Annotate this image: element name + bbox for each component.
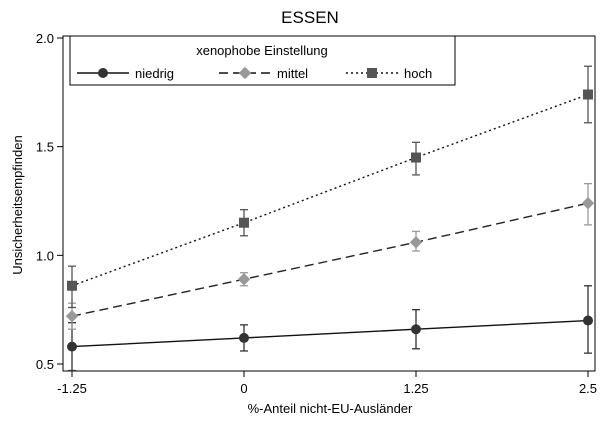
chart-title: ESSEN [281, 8, 339, 27]
y-axis: 0.5 1.0 1.5 2.0 [36, 31, 63, 372]
legend-title: xenophobe Einstellung [196, 43, 328, 58]
data-point [411, 152, 421, 163]
series-hoch [67, 65, 593, 309]
x-tick-label: 0 [240, 381, 247, 396]
series-line [71, 93, 589, 287]
x-axis-title: %-Anteil nicht-EU-Ausländer [248, 401, 413, 416]
y-tick-label: 0.5 [36, 357, 54, 372]
y-tick-label: 1.0 [36, 248, 54, 263]
x-tick-label: 1.25 [403, 381, 428, 396]
y-axis-title: Unsicherheitsempfinden [10, 135, 25, 274]
legend-entry-niedrig: niedrig [77, 66, 174, 81]
data-point [239, 217, 249, 228]
legend-entry-mittel: mittel [219, 66, 308, 81]
legend-marker [238, 66, 252, 80]
series-niedrig [67, 285, 593, 372]
legend-label: mittel [277, 66, 308, 81]
data-point [583, 89, 593, 100]
legend-label: hoch [404, 66, 432, 81]
data-point [411, 324, 421, 335]
legend-box [69, 35, 456, 86]
data-point [67, 341, 77, 352]
y-tick-label: 1.5 [36, 140, 54, 155]
legend-marker [98, 68, 108, 78]
legend-entry-hoch: hoch [346, 66, 432, 81]
data-point [583, 315, 593, 326]
x-tick-label: -1.25 [57, 381, 87, 396]
data-point [239, 332, 249, 343]
data-point [237, 273, 251, 286]
data-point [581, 196, 595, 210]
data-point [65, 309, 79, 323]
data-point [67, 280, 77, 291]
data-point [409, 236, 423, 249]
legend-entries: niedrig mittel hoch [77, 66, 432, 81]
series-mittel [65, 182, 595, 330]
legend: xenophobe Einstellung niedrig mittel hoch [69, 35, 456, 86]
legend-marker [367, 68, 377, 78]
x-tick-label: 2.5 [579, 381, 597, 396]
y-tick-label: 2.0 [36, 31, 54, 46]
x-axis: -1.25 0 1.25 2.5 [57, 371, 597, 396]
series-layer [65, 65, 595, 372]
series-line [71, 202, 589, 317]
series-line [71, 319, 589, 348]
legend-label: niedrig [135, 66, 174, 81]
